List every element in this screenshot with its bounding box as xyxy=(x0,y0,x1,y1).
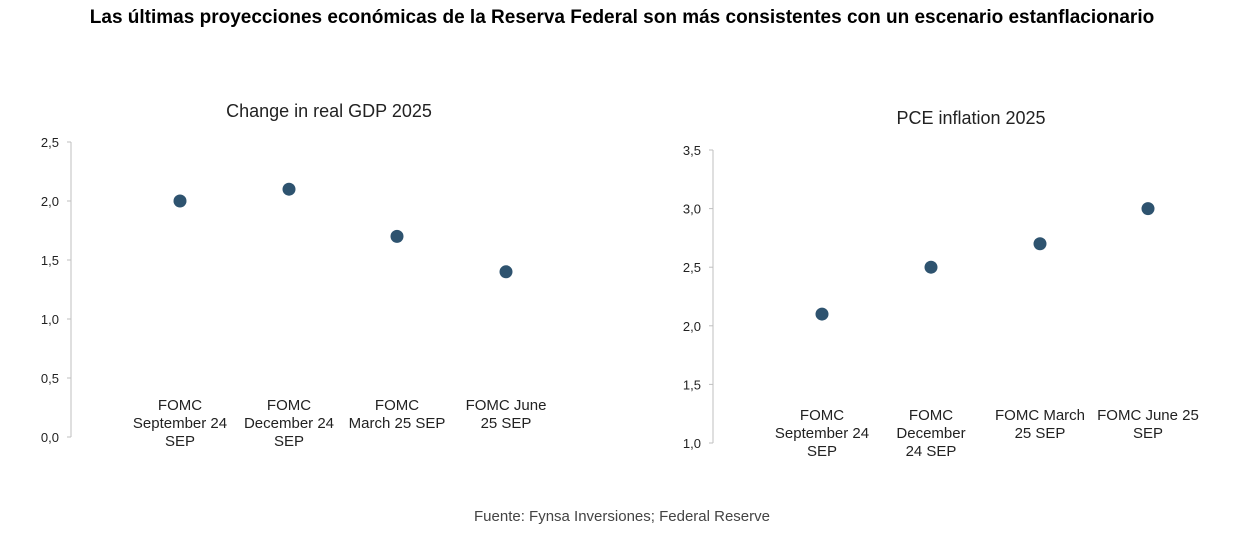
x-category-label-line: FOMC June xyxy=(466,397,547,414)
data-point xyxy=(282,182,296,196)
y-tick-label: 3,5 xyxy=(683,143,701,158)
data-point xyxy=(173,194,187,208)
x-category-label-line: FOMC xyxy=(267,397,311,414)
data-point xyxy=(1141,202,1155,216)
x-category-label-line: September 24 xyxy=(133,415,227,432)
x-category-label: FOMC September 24 SEP xyxy=(775,407,869,460)
x-category-label-line: SEP xyxy=(274,433,304,450)
x-category-label-line: FOMC xyxy=(158,397,202,414)
source-note: Fuente: Fynsa Inversiones; Federal Reser… xyxy=(474,508,770,525)
y-tick-label: 1,0 xyxy=(683,436,701,451)
x-category-label-line: 24 SEP xyxy=(906,443,957,460)
y-tick-label: 0,0 xyxy=(41,430,59,445)
x-category-label: FOMC September 24 SEP xyxy=(133,397,227,450)
x-category-label-line: FOMC June 25 xyxy=(1097,407,1199,424)
y-tick-label: 2,5 xyxy=(683,260,701,275)
data-point xyxy=(924,260,938,274)
y-tick-label: 3,0 xyxy=(683,202,701,217)
x-category-label: FOMC March 25 SEP xyxy=(995,407,1085,442)
y-tick-label: 1,5 xyxy=(683,377,701,392)
y-tick-label: 1,5 xyxy=(41,253,59,268)
data-point xyxy=(390,229,404,243)
x-category-label-line: December 24 xyxy=(244,415,334,432)
x-category-label-line: 25 SEP xyxy=(481,415,532,432)
x-category-label: FOMC December 24 SEP xyxy=(244,397,334,450)
chart-gdp: Change in real GDP 2025 0,0 0,5 1,0 1,5 2,0 2,… xyxy=(41,101,547,450)
x-category-label-line: FOMC xyxy=(800,407,844,424)
y-tick-label: 2,0 xyxy=(41,194,59,209)
chart-title-pce: PCE inflation 2025 xyxy=(896,108,1045,128)
page-title: Las últimas proyecciones económicas de l… xyxy=(89,7,1155,28)
y-tick-label: 1,0 xyxy=(41,312,59,327)
x-category-label-line: December xyxy=(896,425,965,442)
x-category-label-line: FOMC March xyxy=(995,407,1085,424)
x-category-label: FOMC March 25 SEP xyxy=(349,397,446,432)
x-category-label-line: FOMC xyxy=(909,407,953,424)
x-category-label: FOMC June 25 SEP xyxy=(466,397,547,432)
x-category-label-line: 25 SEP xyxy=(1015,425,1066,442)
x-category-label: FOMC December 24 SEP xyxy=(896,407,965,460)
data-point xyxy=(815,307,829,321)
x-category-label-line: March 25 SEP xyxy=(349,415,446,432)
x-category-label-line: SEP xyxy=(807,443,837,460)
y-tick-label: 2,0 xyxy=(683,319,701,334)
y-tick-label: 0,5 xyxy=(41,371,59,386)
x-category-label-line: SEP xyxy=(1133,425,1163,442)
data-point xyxy=(1033,237,1047,251)
chart-title-gdp: Change in real GDP 2025 xyxy=(226,101,432,121)
x-category-label-line: September 24 xyxy=(775,425,869,442)
x-category-label: FOMC June 25 SEP xyxy=(1097,407,1199,442)
y-tick-label: 2,5 xyxy=(41,135,59,150)
x-category-label-line: FOMC xyxy=(375,397,419,414)
chart-pce: PCE inflation 2025 1,0 1,5 2,0 2,5 3,0 3,5 FOMC… xyxy=(683,108,1199,460)
x-category-label-line: SEP xyxy=(165,433,195,450)
data-point xyxy=(499,265,513,279)
